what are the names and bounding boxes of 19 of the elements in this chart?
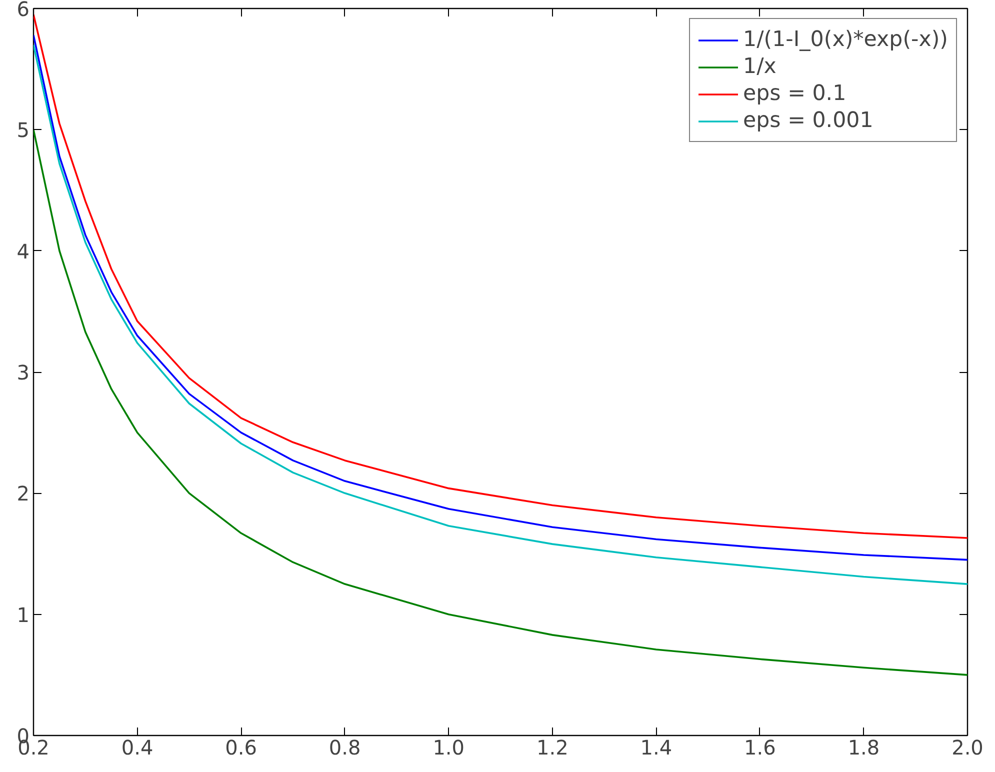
x-tick-label: 2.0 [952,736,984,760]
x-tick-label: 1.6 [744,736,776,760]
legend-label: 1/(1-I_0(x)*exp(-x)) [743,27,948,52]
legend-label: eps = 0.001 [743,108,874,133]
y-tick-label: 5 [16,118,30,142]
y-tick-label: 4 [16,239,30,264]
x-tick-label: 1.0 [432,736,465,760]
x-tick-label: 0.6 [225,736,257,760]
y-tick-label: 3 [16,360,30,384]
legend-label: 1/x [743,54,776,79]
y-tick-label: 1 [16,602,30,627]
y-tick-label: 6 [16,0,30,21]
y-tick-label: 2 [16,482,30,506]
legend-label: eps = 0.1 [743,81,846,106]
x-tick-label: 1.4 [640,736,672,760]
x-tick-label: 0.4 [121,736,154,760]
x-tick-label: 1.2 [536,736,568,760]
x-tick-label: 1.8 [848,736,880,760]
x-tick-label: 0.8 [328,736,361,760]
